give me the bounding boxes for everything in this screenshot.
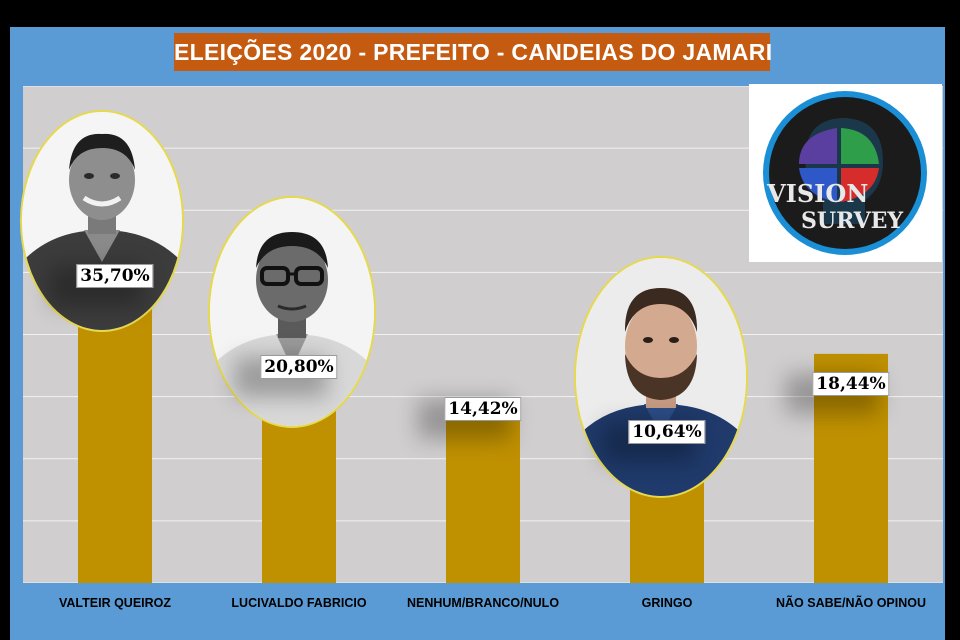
logo-text-vision: VISION bbox=[766, 179, 868, 208]
bar bbox=[446, 403, 520, 583]
candidate-photo-lucivaldo bbox=[208, 196, 376, 428]
category-label: LUCIVALDO FABRICIO bbox=[231, 596, 367, 610]
candidate-photo-gringo bbox=[574, 256, 748, 498]
category-label: NÃO SABE/NÃO OPINOU bbox=[775, 596, 927, 610]
data-label: 18,44% bbox=[812, 372, 890, 396]
logo-text-survey: SURVEY bbox=[801, 208, 903, 234]
category-label: GRINGO bbox=[641, 596, 693, 610]
candidate-photo-valteir bbox=[20, 110, 184, 332]
logo-icon: VISION SURVEY bbox=[763, 91, 927, 255]
vision-survey-logo: VISION SURVEY bbox=[749, 84, 942, 262]
portrait-icon bbox=[210, 198, 374, 426]
category-label: NENHUM/BRANCO/NULO bbox=[406, 596, 560, 610]
data-label: 14,42% bbox=[444, 397, 522, 421]
data-label: 35,70% bbox=[76, 264, 154, 288]
data-label: 10,64% bbox=[628, 420, 706, 444]
data-label: 20,80% bbox=[260, 355, 338, 379]
portrait-icon bbox=[22, 112, 182, 330]
category-label: VALTEIR QUEIROZ bbox=[58, 596, 172, 610]
chart-title: ELEIÇÕES 2020 - PREFEITO - CANDEIAS DO J… bbox=[174, 33, 772, 71]
portrait-icon bbox=[576, 258, 746, 496]
